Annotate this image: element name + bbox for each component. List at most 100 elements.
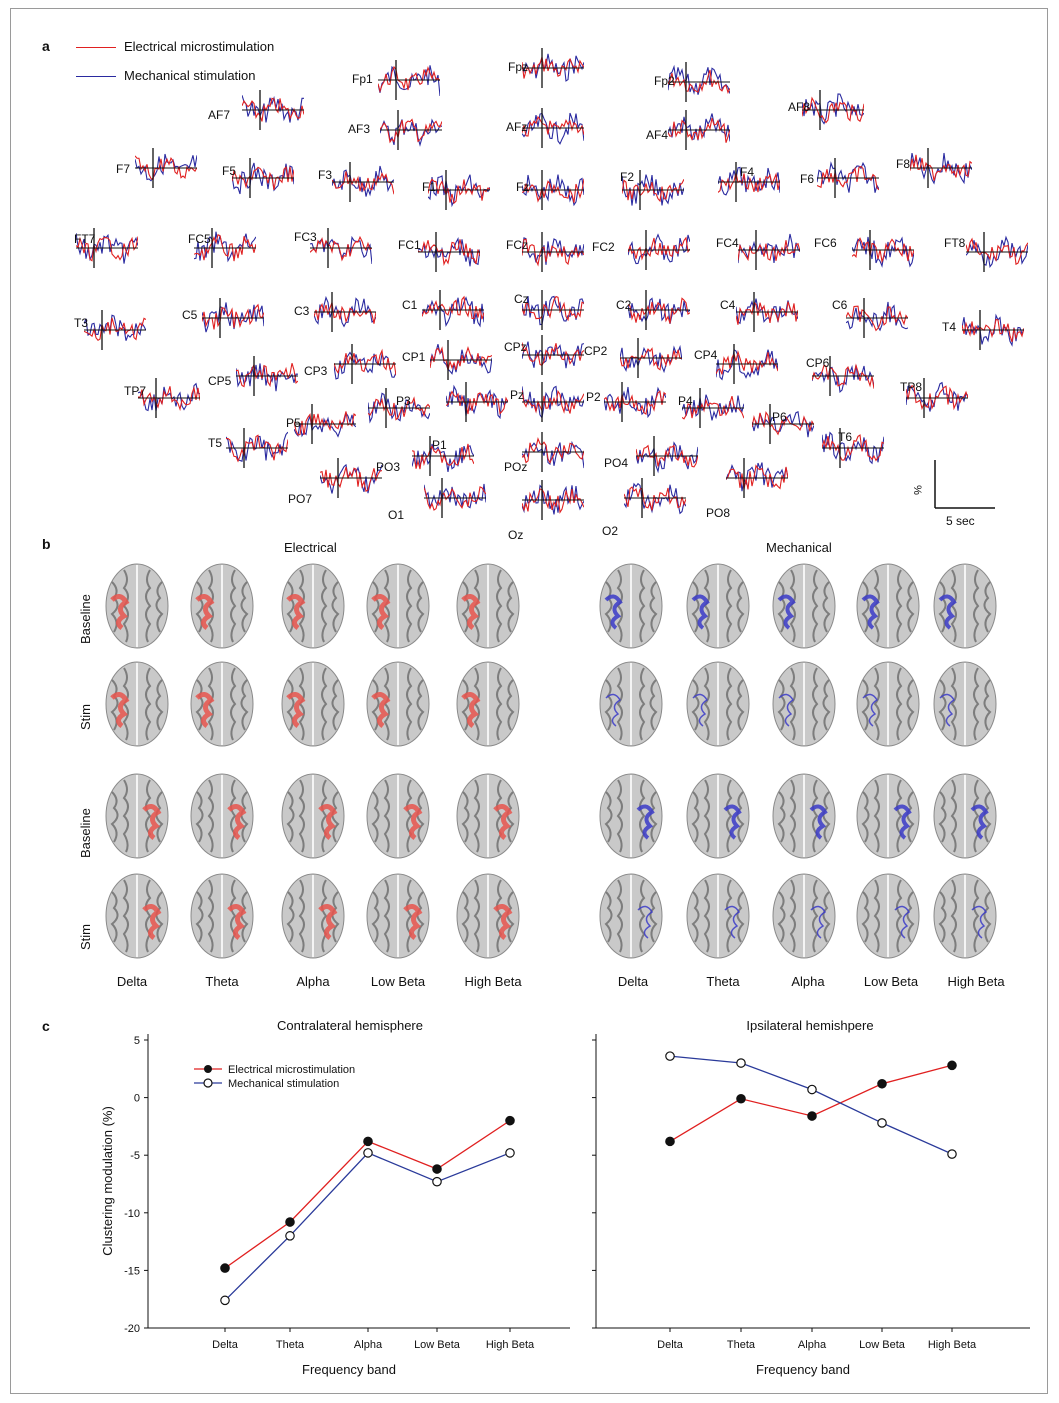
eeg-label-po7: PO7	[288, 492, 313, 506]
eeg-label-p5: P5	[286, 416, 301, 430]
eeg-trace-f1	[428, 170, 490, 210]
eeg-trace-f8	[910, 148, 972, 188]
brain-map-mechanical-stim-2-low-beta	[856, 873, 920, 959]
eeg-label-cp2: CP2	[584, 344, 608, 358]
data-point-mechanical-1-0	[665, 1051, 675, 1061]
brain-map-mechanical-stim-2-theta	[686, 873, 750, 959]
eeg-trace-t3	[84, 310, 146, 350]
brain-map-electrical-baseline-2-high-beta	[456, 773, 520, 859]
brain-map-mechanical-stim-1-theta	[686, 661, 750, 747]
y-tick-label: -20	[124, 1323, 140, 1335]
brain-map-electrical-stim-1-delta	[105, 661, 169, 747]
data-point-electrical-1-0	[665, 1136, 675, 1147]
brain-map-electrical-stim-2-delta	[105, 873, 169, 959]
eeg-label-c6: C6	[832, 298, 848, 312]
eeg-trace-p4	[682, 388, 744, 428]
brain-map-electrical-baseline-2-delta	[105, 773, 169, 859]
eeg-label-oz: Oz	[508, 528, 524, 542]
eeg-trace-cp6	[812, 356, 874, 396]
eeg-label-t5: T5	[208, 436, 223, 450]
eeg-label-ft8: FT8	[944, 236, 966, 250]
eeg-trace-fc2	[628, 230, 690, 270]
brain-map-electrical-stim-1-theta	[190, 661, 254, 747]
brain-map-mechanical-stim-2-delta	[599, 873, 663, 959]
band-label-m-highbeta: High Beta	[947, 974, 1005, 989]
eeg-trace-fc4	[738, 230, 800, 270]
eeg-trace-p2	[604, 382, 666, 422]
eeg-trace-afz	[522, 108, 584, 148]
eeg-label-tp8: TP8	[900, 380, 923, 394]
legend-line-mechanical	[76, 76, 116, 77]
eeg-trace-po3	[412, 436, 474, 476]
series-line-electrical-1	[669, 1064, 953, 1142]
row-label-stim-2: Stim	[78, 924, 93, 950]
brain-map-electrical-baseline-1-low-beta	[366, 563, 430, 649]
brain-map-electrical-stim-2-theta	[190, 873, 254, 959]
data-point-electrical-1-4	[947, 1060, 957, 1071]
legend-label-electrical: Electrical microstimulation	[124, 39, 275, 54]
chart-title-0: Contralateral hemisphere	[277, 1018, 423, 1033]
data-point-electrical-0-1	[285, 1217, 295, 1227]
data-point-mechanical-0-4	[505, 1148, 515, 1158]
eeg-trace-cp3	[334, 344, 396, 384]
eeg-trace-c2	[628, 290, 690, 330]
x-tick-label: Low Beta	[859, 1339, 906, 1351]
row-label-baseline-2: Baseline	[78, 808, 93, 858]
eeg-label-t6: T6	[838, 430, 853, 444]
eeg-trace-c5	[202, 298, 264, 338]
brain-map-electrical-baseline-2-low-beta	[366, 773, 430, 859]
eeg-label-t3: T3	[74, 316, 89, 330]
eeg-trace-af4	[668, 110, 730, 150]
eeg-trace-po4	[636, 436, 698, 476]
scale-bar	[934, 460, 995, 509]
eeg-label-cp5: CP5	[208, 374, 232, 388]
eeg-trace-t4	[962, 310, 1024, 350]
eeg-trace-cp1	[430, 340, 492, 380]
eeg-trace-po7	[320, 458, 382, 498]
eeg-label-p3: P3	[396, 394, 411, 408]
chart-title-1: Ipsilateral hemishpere	[746, 1018, 873, 1033]
eeg-label-ft7: FT7	[74, 232, 96, 246]
y-tick-label: -15	[124, 1265, 140, 1277]
eeg-label-fc6: FC6	[814, 236, 837, 250]
x-tick-label: Delta	[212, 1339, 239, 1351]
brain-map-electrical-baseline-2-theta	[190, 773, 254, 859]
eeg-label-po3: PO3	[376, 460, 401, 474]
brain-map-mechanical-baseline-1-alpha	[772, 563, 836, 649]
group-title-electrical: Electrical	[284, 540, 337, 555]
eeg-label-c3: C3	[294, 304, 310, 318]
eeg-trace-ft8	[966, 232, 1028, 272]
brain-map-electrical-stim-1-alpha	[281, 661, 345, 747]
eeg-label-f1: F1	[422, 180, 437, 194]
band-label-m-theta: Theta	[706, 974, 740, 989]
eeg-label-fpz: Fpz	[508, 60, 529, 74]
eeg-trace-c4	[736, 292, 798, 332]
eeg-trace-f4	[718, 162, 780, 202]
eeg-label-af7: AF7	[208, 108, 231, 122]
eeg-trace-af7	[242, 90, 304, 130]
x-axis-label-1: Frequency band	[756, 1362, 850, 1377]
x-tick-label: Delta	[657, 1339, 684, 1351]
chart-contralateral: 5 0 -5 -10 -15 -20 Delta Theta Alpha Low Beta High…	[100, 1018, 570, 1377]
eeg-label-cp3: CP3	[304, 364, 328, 378]
band-label-e-alpha: Alpha	[296, 974, 330, 989]
legend-marker-mechanical	[203, 1078, 213, 1088]
data-point-mechanical-0-3	[432, 1176, 442, 1187]
eeg-label-poz: POz	[504, 460, 528, 474]
eeg-label-fc3: FC3	[294, 230, 317, 244]
brain-map-mechanical-baseline-2-high-beta	[933, 773, 997, 859]
eeg-label-f2: F2	[620, 170, 635, 184]
band-label-m-delta: Delta	[617, 974, 649, 989]
data-point-mechanical-0-1	[285, 1231, 295, 1241]
eeg-label-fp1: Fp1	[352, 72, 373, 86]
eeg-trace-po8	[726, 458, 788, 498]
x-tick-label: Theta	[276, 1339, 305, 1351]
eeg-label-p1: P1	[432, 438, 447, 452]
brain-map-mechanical-stim-1-low-beta	[856, 661, 920, 747]
x-tick-label: High Beta	[928, 1339, 977, 1351]
eeg-trace-fc3	[310, 228, 372, 268]
eeg-trace-fc5	[194, 228, 256, 268]
eeg-label-o1: O1	[388, 508, 405, 522]
brain-map-electrical-baseline-1-theta	[190, 563, 254, 649]
y-tick-label: 0	[134, 1093, 140, 1105]
